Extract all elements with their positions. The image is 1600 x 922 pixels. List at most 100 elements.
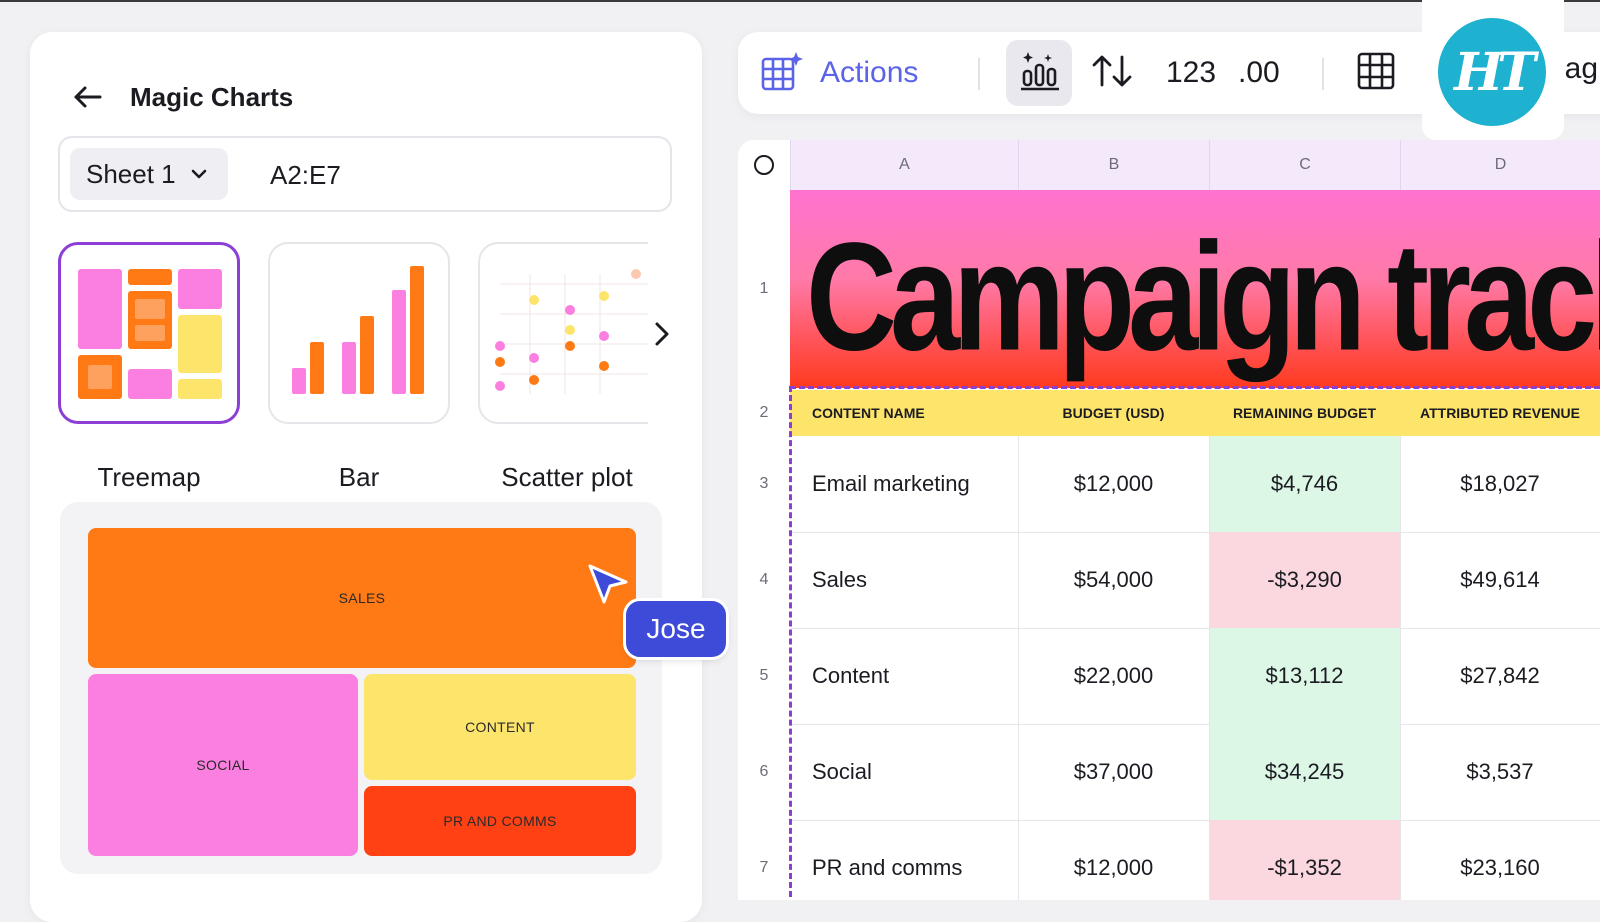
toolbar-divider bbox=[1322, 58, 1324, 90]
cell-attributed-revenue[interactable]: $18,027 bbox=[1460, 471, 1540, 496]
cell-remaining-budget[interactable]: -$1,352 bbox=[1209, 820, 1400, 900]
treemap-label-social: SOCIAL bbox=[196, 757, 250, 773]
header-attributed-revenue[interactable]: ATTRIBUTED REVENUE bbox=[1420, 405, 1580, 421]
treemap-label-sales: SALES bbox=[338, 590, 386, 606]
treemap-block-pr-and-comms[interactable]: PR AND COMMS bbox=[364, 786, 636, 856]
chart-type-treemap[interactable] bbox=[58, 242, 240, 424]
selection-border-left bbox=[789, 386, 792, 900]
magic-charts-button-active[interactable] bbox=[1006, 40, 1072, 106]
sort-arrows-icon bbox=[1090, 51, 1134, 96]
column-gridline bbox=[1209, 436, 1210, 900]
cell-budget[interactable]: $12,000 bbox=[1073, 855, 1154, 880]
actions-button[interactable]: Actions bbox=[760, 32, 918, 114]
row-gridline bbox=[790, 724, 1600, 725]
column-gridline bbox=[1400, 436, 1401, 900]
chart-type-label-bar: Bar bbox=[338, 462, 380, 492]
row-header-3[interactable]: 3 bbox=[759, 475, 769, 492]
chart-type-label-treemap: Treemap bbox=[97, 462, 201, 492]
header-row: CONTENT NAME BUDGET (USD) REMAINING BUDG… bbox=[790, 390, 1600, 436]
table-borders-button[interactable] bbox=[1356, 32, 1396, 114]
chart-type-label-scatter: Scatter plot bbox=[501, 462, 633, 492]
treemap-label-content: CONTENT bbox=[465, 719, 535, 735]
chevron-down-icon bbox=[190, 168, 208, 180]
row-header-4[interactable]: 4 bbox=[759, 571, 769, 588]
cell-content-name[interactable]: PR and comms bbox=[812, 855, 963, 880]
decimal-format-label: .00 bbox=[1238, 56, 1280, 89]
ht-logo-card: HT bbox=[1422, 0, 1564, 140]
treemap-label-pr-and-comms: PR AND COMMS bbox=[443, 813, 557, 829]
cell-content-name[interactable]: Social bbox=[812, 759, 872, 784]
table-grid-icon bbox=[1356, 51, 1396, 96]
header-remaining-budget[interactable]: REMAINING BUDGET bbox=[1232, 405, 1377, 421]
treemap-preview: SALES SOCIAL CONTENT PR AND COMMS bbox=[60, 502, 662, 874]
column-gridline bbox=[1018, 436, 1019, 900]
collaborator-name-tag: Jose bbox=[626, 601, 726, 657]
row-gridline bbox=[790, 628, 1600, 629]
bar-chart-thumbnail-icon bbox=[292, 266, 424, 394]
chevron-right-icon[interactable] bbox=[642, 314, 682, 354]
treemap-block-sales[interactable]: SALES bbox=[88, 528, 636, 668]
cell-remaining-budget[interactable]: $4,746 bbox=[1209, 436, 1400, 532]
title-cell[interactable]: Campaign tracker bbox=[790, 190, 1600, 388]
column-header-a[interactable]: A bbox=[790, 140, 1018, 190]
selection-border-top bbox=[790, 386, 1600, 389]
cell-attributed-revenue[interactable]: $3,537 bbox=[1466, 759, 1534, 784]
cell-remaining-budget[interactable]: $13,112 bbox=[1209, 628, 1400, 724]
actions-label: Actions bbox=[820, 56, 919, 89]
back-arrow-icon[interactable] bbox=[70, 80, 104, 114]
cell-budget[interactable]: $22,000 bbox=[1073, 663, 1154, 688]
chart-type-scatter[interactable] bbox=[478, 242, 648, 424]
decimal-format-button[interactable]: .00 bbox=[1238, 32, 1280, 114]
cell-attributed-revenue[interactable]: $49,614 bbox=[1460, 567, 1540, 592]
header-budget[interactable]: BUDGET (USD) bbox=[1062, 405, 1165, 421]
magic-grid-icon bbox=[760, 50, 804, 97]
sort-button[interactable] bbox=[1090, 32, 1134, 114]
top-border bbox=[0, 0, 1600, 2]
column-header-c[interactable]: C bbox=[1209, 140, 1400, 190]
collaborator-cursor-icon bbox=[586, 562, 632, 613]
cell-remaining-budget[interactable]: $34,245 bbox=[1209, 724, 1400, 820]
spreadsheet: A B C D 1 2 3 4 5 6 7 Campaign tracker C… bbox=[738, 140, 1600, 900]
cell-attributed-revenue[interactable]: $23,160 bbox=[1460, 855, 1540, 880]
treemap-block-content[interactable]: CONTENT bbox=[364, 674, 636, 780]
row-header-6[interactable]: 6 bbox=[759, 763, 769, 780]
scatter-plot-thumbnail-icon bbox=[495, 269, 648, 394]
row-header-7[interactable]: 7 bbox=[759, 859, 769, 876]
magic-charts-button[interactable] bbox=[1018, 32, 1062, 114]
row-header-2[interactable]: 2 bbox=[759, 404, 769, 421]
row-gridline bbox=[790, 820, 1600, 821]
magic-charts-panel: Magic Charts Sheet 1 A2:E7 Treemap bbox=[30, 32, 702, 922]
cell-budget[interactable]: $54,000 bbox=[1073, 567, 1154, 592]
data-range-box: Sheet 1 A2:E7 bbox=[58, 136, 672, 212]
toolbar-divider bbox=[978, 58, 980, 90]
cell-budget[interactable]: $37,000 bbox=[1073, 759, 1154, 784]
cell-budget[interactable]: $12,000 bbox=[1073, 471, 1154, 496]
column-header-d[interactable]: D bbox=[1400, 140, 1600, 190]
sheet-select-dropdown[interactable]: Sheet 1 bbox=[70, 148, 228, 200]
treemap-block-social[interactable]: SOCIAL bbox=[88, 674, 358, 856]
ht-logo-text: HT bbox=[1454, 41, 1536, 103]
truncated-toolbar-item[interactable]: lag bbox=[1558, 52, 1599, 85]
panel-title: Magic Charts bbox=[130, 81, 294, 112]
sheet-title: Campaign tracker bbox=[806, 210, 1600, 383]
range-input[interactable]: A2:E7 bbox=[270, 160, 341, 190]
column-header-b[interactable]: B bbox=[1018, 140, 1209, 190]
cell-content-name[interactable]: Content bbox=[812, 663, 890, 688]
cell-attributed-revenue[interactable]: $27,842 bbox=[1460, 663, 1540, 688]
header-content-name[interactable]: CONTENT NAME bbox=[812, 405, 925, 421]
panel-header: Magic Charts bbox=[70, 77, 293, 117]
ht-logo: HT bbox=[1438, 18, 1546, 126]
cell-content-name[interactable]: Sales bbox=[812, 567, 868, 592]
chart-type-bar[interactable] bbox=[268, 242, 450, 424]
sheet-select-label: Sheet 1 bbox=[86, 158, 176, 189]
treemap-thumbnail-icon bbox=[78, 269, 222, 399]
sparkle-bar-chart-icon bbox=[1018, 49, 1062, 98]
row-gridline bbox=[790, 532, 1600, 533]
cell-remaining-budget[interactable]: -$3,290 bbox=[1209, 532, 1400, 628]
row-header-5[interactable]: 5 bbox=[759, 667, 769, 684]
circle-select-icon bbox=[754, 155, 774, 175]
cell-content-name[interactable]: Email marketing bbox=[812, 471, 970, 496]
row-header-1[interactable]: 1 bbox=[759, 280, 769, 297]
select-all-corner[interactable] bbox=[738, 140, 790, 190]
number-format-button[interactable]: 123 bbox=[1166, 32, 1216, 114]
